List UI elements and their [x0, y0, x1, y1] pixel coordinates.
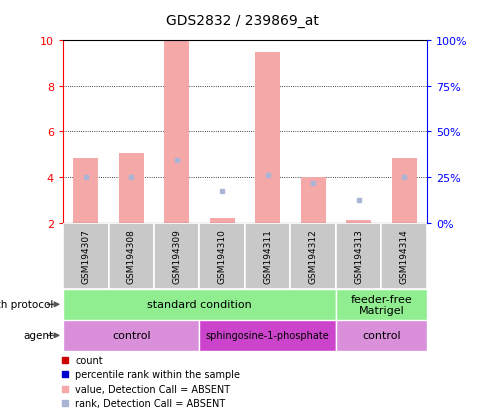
- Bar: [73, 158, 98, 223]
- Text: GSM194307: GSM194307: [81, 228, 90, 283]
- Bar: [335, 289, 426, 320]
- Bar: [199, 223, 244, 289]
- Bar: [335, 223, 380, 289]
- Text: feeder-free
Matrigel: feeder-free Matrigel: [350, 294, 411, 316]
- Bar: [290, 223, 335, 289]
- Bar: [199, 320, 335, 351]
- Text: rank, Detection Call = ABSENT: rank, Detection Call = ABSENT: [75, 398, 225, 408]
- Text: growth protocol: growth protocol: [0, 299, 53, 310]
- Bar: [63, 320, 199, 351]
- Bar: [255, 52, 280, 223]
- Bar: [63, 223, 108, 289]
- Bar: [63, 289, 335, 320]
- Text: sphingosine-1-phosphate: sphingosine-1-phosphate: [205, 330, 329, 341]
- Bar: [153, 223, 199, 289]
- Text: GSM194313: GSM194313: [353, 228, 363, 283]
- Text: GSM194314: GSM194314: [399, 228, 408, 283]
- Text: agent: agent: [23, 330, 53, 341]
- Text: standard condition: standard condition: [147, 299, 251, 310]
- Text: control: control: [112, 330, 150, 341]
- Bar: [108, 223, 153, 289]
- Bar: [300, 178, 325, 223]
- Bar: [119, 154, 143, 223]
- Text: percentile rank within the sample: percentile rank within the sample: [75, 369, 240, 379]
- Bar: [209, 218, 234, 223]
- Bar: [391, 158, 416, 223]
- Text: GSM194309: GSM194309: [172, 228, 181, 283]
- Text: GDS2832 / 239869_at: GDS2832 / 239869_at: [166, 14, 318, 28]
- Bar: [380, 223, 426, 289]
- Text: count: count: [75, 355, 103, 365]
- Text: GSM194312: GSM194312: [308, 228, 317, 283]
- Text: control: control: [361, 330, 400, 341]
- Text: GSM194308: GSM194308: [126, 228, 136, 283]
- Text: GSM194311: GSM194311: [263, 228, 272, 283]
- Bar: [164, 41, 189, 223]
- Text: value, Detection Call = ABSENT: value, Detection Call = ABSENT: [75, 384, 230, 394]
- Bar: [335, 320, 426, 351]
- Text: GSM194310: GSM194310: [217, 228, 226, 283]
- Bar: [346, 221, 370, 223]
- Bar: [244, 223, 290, 289]
